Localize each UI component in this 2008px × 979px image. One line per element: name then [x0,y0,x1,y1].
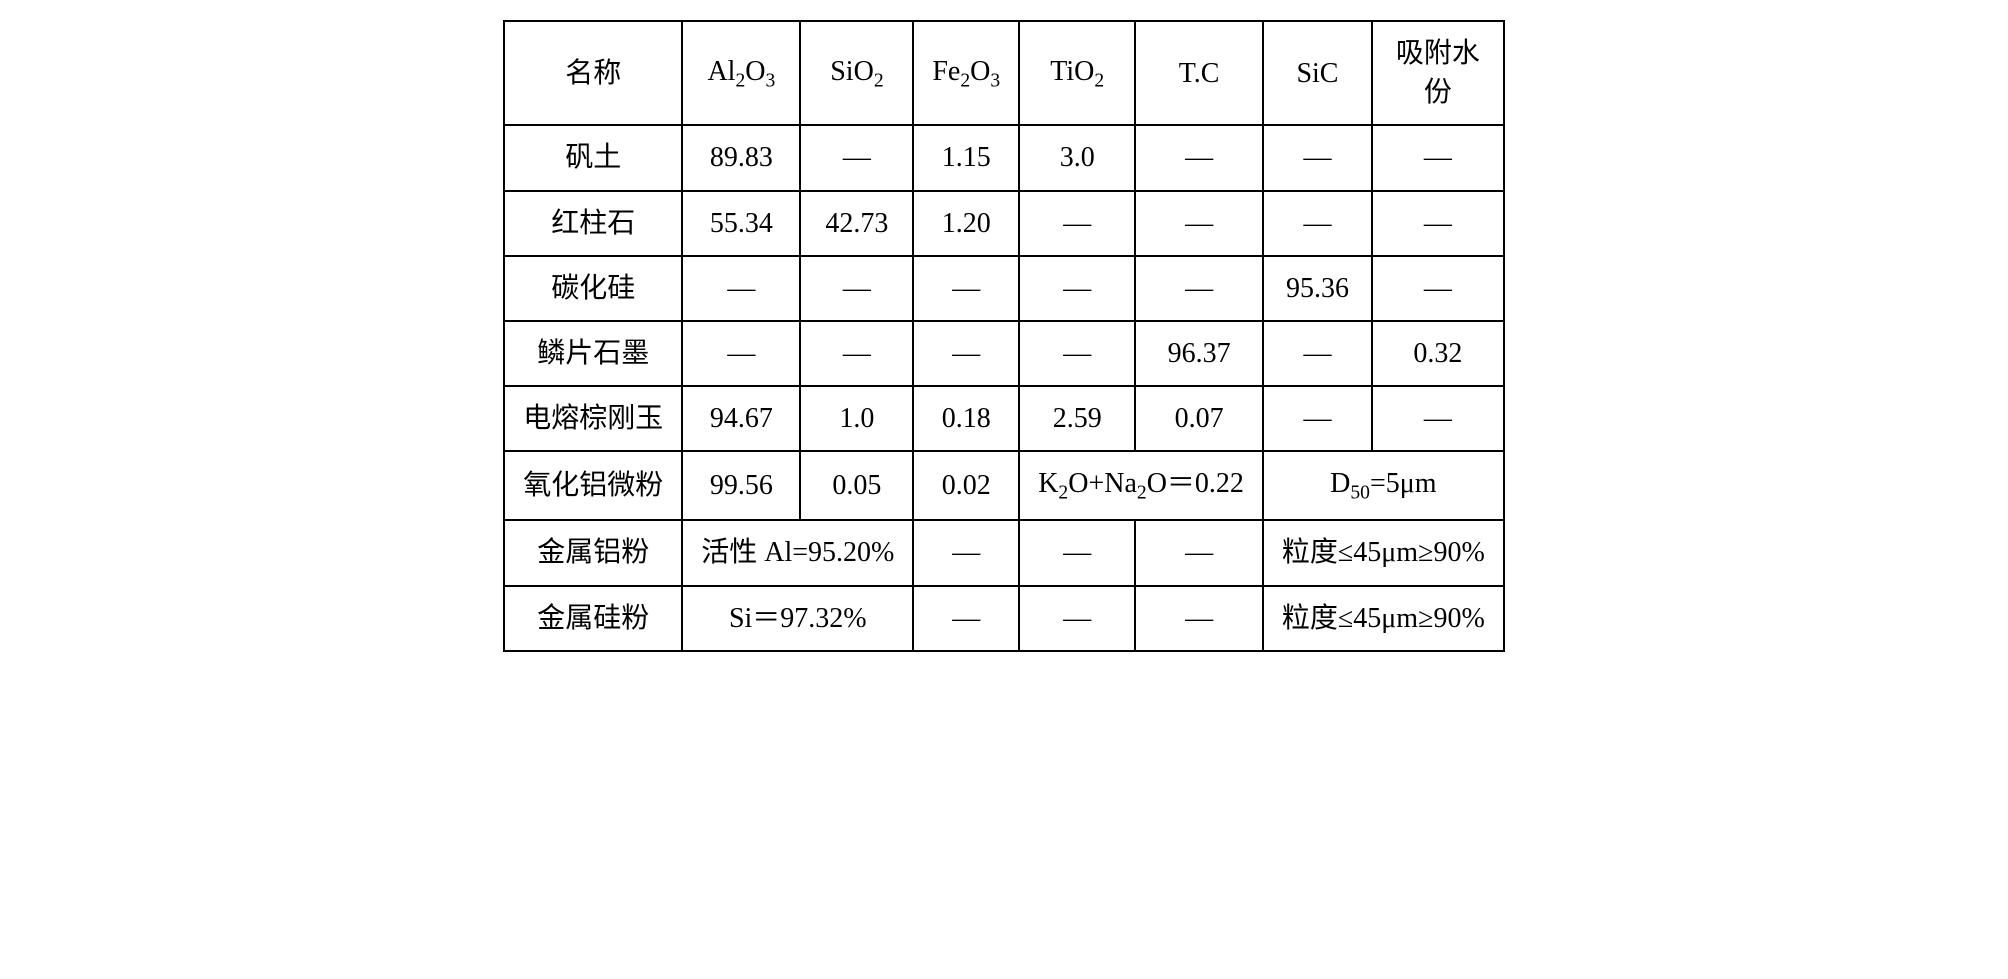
cell-value: — [1019,191,1135,256]
cell-value: 89.83 [682,125,800,190]
table-row: 氧化铝微粉 99.56 0.05 0.02 K2O+Na2O＝0.22 D50=… [504,451,1504,520]
cell-value: — [1019,256,1135,321]
cell-value: — [1372,256,1504,321]
cell-name: 金属铝粉 [504,520,682,585]
cell-value: — [913,321,1019,386]
cell-name: 氧化铝微粉 [504,451,682,520]
header-tc: T.C [1135,21,1263,125]
cell-value: 94.67 [682,386,800,451]
cell-value: 1.0 [800,386,913,451]
cell-merged: 活性 Al=95.20% [682,520,913,585]
cell-value: — [1263,191,1372,256]
cell-value: — [913,520,1019,585]
header-water: 吸附水份 [1372,21,1504,125]
table-row: 金属铝粉 活性 Al=95.20% — — — 粒度≤45μm≥90% [504,520,1504,585]
cell-value: — [1019,586,1135,651]
cell-name: 鳞片石墨 [504,321,682,386]
cell-merged: D50=5μm [1263,451,1504,520]
cell-value: — [1372,125,1504,190]
cell-value: 1.15 [913,125,1019,190]
cell-value: 3.0 [1019,125,1135,190]
header-tio2: TiO2 [1019,21,1135,125]
cell-name: 红柱石 [504,191,682,256]
cell-value: — [913,256,1019,321]
cell-value: 1.20 [913,191,1019,256]
table-row: 碳化硅 — — — — — 95.36 — [504,256,1504,321]
cell-value: — [1263,125,1372,190]
cell-value: — [800,321,913,386]
cell-merged: Si＝97.32% [682,586,913,651]
cell-value: — [682,256,800,321]
cell-value: 99.56 [682,451,800,520]
cell-value: — [1019,520,1135,585]
cell-value: 96.37 [1135,321,1263,386]
cell-value: 0.18 [913,386,1019,451]
cell-value: 95.36 [1263,256,1372,321]
cell-value: — [800,256,913,321]
cell-value: 2.59 [1019,386,1135,451]
cell-name: 电熔棕刚玉 [504,386,682,451]
cell-value: — [913,586,1019,651]
cell-name: 金属硅粉 [504,586,682,651]
header-al2o3: Al2O3 [682,21,800,125]
cell-value: — [1135,586,1263,651]
cell-value: 0.02 [913,451,1019,520]
cell-name: 矾土 [504,125,682,190]
cell-value: 0.07 [1135,386,1263,451]
cell-value: 42.73 [800,191,913,256]
table-header-row: 名称 Al2O3 SiO2 Fe2O3 TiO2 T.C SiC 吸附水份 [504,21,1504,125]
cell-value: — [1135,256,1263,321]
cell-name: 碳化硅 [504,256,682,321]
cell-value: — [1372,386,1504,451]
header-sic: SiC [1263,21,1372,125]
cell-merged: K2O+Na2O＝0.22 [1019,451,1263,520]
cell-value: — [800,125,913,190]
cell-merged: 粒度≤45μm≥90% [1263,520,1504,585]
cell-value: 0.05 [800,451,913,520]
cell-value: — [1135,520,1263,585]
table-row: 红柱石 55.34 42.73 1.20 — — — — [504,191,1504,256]
table-row: 电熔棕刚玉 94.67 1.0 0.18 2.59 0.07 — — [504,386,1504,451]
cell-value: 55.34 [682,191,800,256]
header-sio2: SiO2 [800,21,913,125]
cell-value: — [1263,321,1372,386]
cell-merged: 粒度≤45μm≥90% [1263,586,1504,651]
header-name: 名称 [504,21,682,125]
table-row: 金属硅粉 Si＝97.32% — — — 粒度≤45μm≥90% [504,586,1504,651]
table-row: 矾土 89.83 — 1.15 3.0 — — — [504,125,1504,190]
header-fe2o3: Fe2O3 [913,21,1019,125]
cell-value: — [1372,191,1504,256]
cell-value: — [682,321,800,386]
table-row: 鳞片石墨 — — — — 96.37 — 0.32 [504,321,1504,386]
cell-value: 0.32 [1372,321,1504,386]
cell-value: — [1263,386,1372,451]
cell-value: — [1019,321,1135,386]
composition-table: 名称 Al2O3 SiO2 Fe2O3 TiO2 T.C SiC 吸附水份 矾土… [503,20,1505,652]
cell-value: — [1135,191,1263,256]
cell-value: — [1135,125,1263,190]
